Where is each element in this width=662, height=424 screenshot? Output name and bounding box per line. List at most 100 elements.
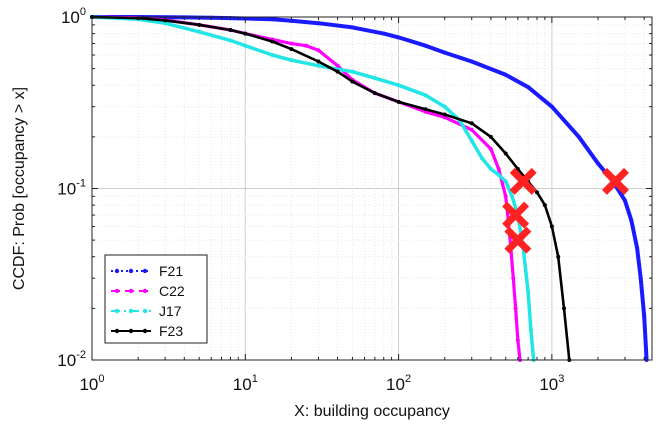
data-point-f23 <box>270 39 275 44</box>
y-tick-label: 10-1 <box>57 178 86 199</box>
legend-label: F23 <box>159 323 183 339</box>
data-point-c22 <box>496 166 501 171</box>
axis-ticks <box>91 16 652 361</box>
data-point-f21 <box>316 21 321 26</box>
data-point-f21 <box>526 85 531 90</box>
data-point-j17 <box>163 21 168 26</box>
data-point-c22 <box>469 127 474 132</box>
data-point-f23 <box>243 31 248 36</box>
data-point-f23 <box>535 190 540 195</box>
data-point-c22 <box>442 115 447 120</box>
data-point-j17 <box>270 53 275 58</box>
data-point-c22 <box>513 306 518 311</box>
series-line-f23 <box>91 15 571 361</box>
data-point-c22 <box>335 63 340 68</box>
data-point-f23 <box>503 151 508 156</box>
data-point-c22 <box>304 43 309 48</box>
data-point-f23 <box>350 79 355 84</box>
legend-entry-j17: J17 <box>111 303 182 319</box>
data-point-f23 <box>442 112 447 117</box>
data-point-j17 <box>316 63 321 68</box>
data-point-f23 <box>469 121 474 126</box>
data-point-f23 <box>316 59 321 64</box>
data-point-f21 <box>623 198 628 203</box>
highlight-marker <box>504 226 532 254</box>
data-point-j17 <box>243 43 248 48</box>
data-point-j17 <box>289 58 294 63</box>
data-point-f21 <box>629 218 634 223</box>
data-point-j17 <box>510 194 515 199</box>
y-tick-label: 10-2 <box>57 349 86 370</box>
legend-label: C22 <box>159 283 185 299</box>
tick-labels: 100 101 102 103 100 10-1 10-2 <box>57 6 564 394</box>
data-point-f23 <box>423 107 428 112</box>
data-point-j17 <box>197 29 202 34</box>
x-tick-label: 100 <box>79 373 104 394</box>
data-point-j17 <box>396 83 401 88</box>
data-point-j17 <box>350 69 355 74</box>
highlight-marker <box>502 201 530 229</box>
data-point-f23 <box>289 47 294 52</box>
data-point-f21 <box>469 59 474 64</box>
data-point-f21 <box>635 245 640 250</box>
data-point-c22 <box>515 338 520 343</box>
data-point-f21 <box>270 17 275 22</box>
data-point-f21 <box>350 25 355 30</box>
data-point-f21 <box>642 314 647 319</box>
data-point-f23 <box>228 27 233 32</box>
data-point-f23 <box>549 224 554 229</box>
data-point-f21 <box>289 18 294 23</box>
data-point-f23 <box>556 254 561 259</box>
legend: F21 C22 J17 F23 <box>104 254 208 344</box>
legend-box <box>104 254 208 344</box>
data-point-f23 <box>488 134 493 139</box>
data-point-j17 <box>423 93 428 98</box>
legend-entry-f21: F21 <box>111 263 183 279</box>
data-point-c22 <box>503 194 508 199</box>
highlight-marker <box>602 167 629 195</box>
data-point-f23 <box>197 22 202 27</box>
data-point-j17 <box>228 38 233 43</box>
data-point-f23 <box>163 18 168 23</box>
legend-label: J17 <box>159 303 182 319</box>
marker-layer <box>502 167 629 254</box>
data-point-c22 <box>488 146 493 151</box>
x-axis-label: X: building occupancy <box>294 403 450 420</box>
legend-entry-c22: C22 <box>111 283 185 299</box>
data-point-j17 <box>442 104 447 109</box>
data-point-c22 <box>289 41 294 46</box>
data-point-f23 <box>562 306 567 311</box>
legend-entry-f23: F23 <box>111 323 183 339</box>
data-point-f23 <box>515 166 520 171</box>
x-tick-label: 101 <box>233 373 258 394</box>
data-point-j17 <box>372 76 377 81</box>
y-axis-label: CCDF: Prob [occupancy > x] <box>11 87 28 290</box>
data-point-f21 <box>381 31 386 36</box>
data-point-j17 <box>488 166 493 171</box>
data-point-f21 <box>396 35 401 40</box>
data-point-j17 <box>503 179 508 184</box>
data-point-j17 <box>479 156 484 161</box>
data-point-f21 <box>596 161 601 166</box>
data-point-f23 <box>542 203 547 208</box>
legend-label: F21 <box>159 263 183 279</box>
data-point-f21 <box>423 43 428 48</box>
data-point-f23 <box>372 91 377 96</box>
data-point-f21 <box>638 276 643 281</box>
x-tick-label: 103 <box>539 373 564 394</box>
data-point-j17 <box>469 138 474 143</box>
y-tick-label: 100 <box>61 6 86 27</box>
highlight-marker <box>509 167 537 195</box>
data-point-c22 <box>511 276 516 281</box>
data-point-j17 <box>526 289 531 294</box>
data-point-f21 <box>442 50 447 55</box>
data-point-f21 <box>549 104 554 109</box>
x-tick-label: 102 <box>386 373 411 394</box>
data-point-f23 <box>335 69 340 74</box>
data-point-f21 <box>576 134 581 139</box>
data-point-j17 <box>496 172 501 177</box>
data-point-f21 <box>503 72 508 77</box>
data-point-f23 <box>396 99 401 104</box>
data-point-j17 <box>528 327 533 332</box>
